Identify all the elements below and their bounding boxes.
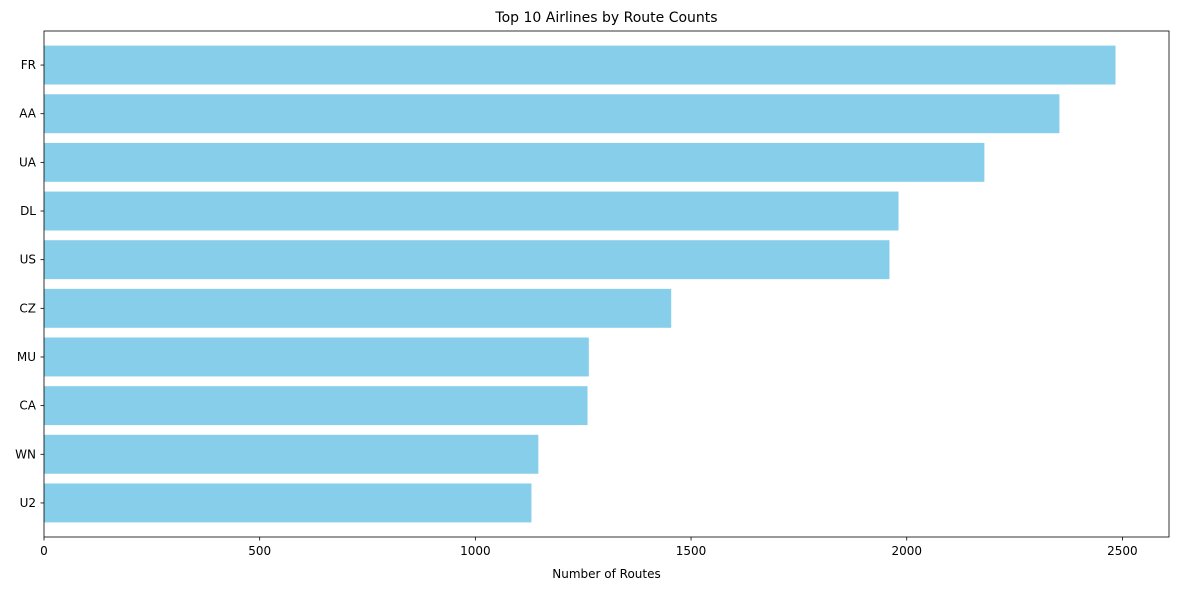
- bar-fr: [44, 45, 1116, 85]
- plot-frame: [43, 30, 1170, 538]
- bar-u2: [44, 483, 532, 523]
- x-tick-label-1500: 1500: [676, 544, 707, 558]
- x-tick-label-2500: 2500: [1107, 544, 1138, 558]
- x-tick-label-0: 0: [40, 544, 48, 558]
- y-tick-label-wn: WN: [15, 447, 36, 461]
- bar-aa: [44, 94, 1060, 134]
- x-tick-label-1000: 1000: [460, 544, 491, 558]
- y-tick-label-dl: DL: [20, 204, 36, 218]
- bars-group: [44, 45, 1116, 523]
- y-tick-label-cz: CZ: [19, 301, 36, 315]
- bar-us: [44, 240, 890, 280]
- y-tick-label-mu: MU: [17, 350, 36, 364]
- y-tick-label-ua: UA: [19, 155, 37, 169]
- y-ticks: FR AA UA DL US CZ MU CA WN U2: [15, 58, 44, 510]
- x-tick-label-2000: 2000: [891, 544, 922, 558]
- y-tick-label-ca: CA: [19, 399, 36, 413]
- bar-ca: [44, 386, 588, 426]
- bar-ua: [44, 142, 985, 182]
- bar-cz: [44, 288, 672, 328]
- y-tick-label-aa: AA: [19, 107, 37, 121]
- x-axis-label: Number of Routes: [552, 567, 661, 581]
- x-tick-label-500: 500: [248, 544, 271, 558]
- x-ticks: 0 500 1000 1500 2000 2500: [40, 537, 1138, 558]
- chart-title: Top 10 Airlines by Route Counts: [494, 10, 717, 26]
- y-tick-label-us: US: [20, 253, 36, 267]
- y-tick-label-fr: FR: [21, 58, 36, 72]
- bar-dl: [44, 191, 899, 231]
- bar-wn: [44, 434, 539, 474]
- y-tick-label-u2: U2: [20, 496, 36, 510]
- bar-mu: [44, 337, 589, 377]
- axes: [43, 30, 1170, 538]
